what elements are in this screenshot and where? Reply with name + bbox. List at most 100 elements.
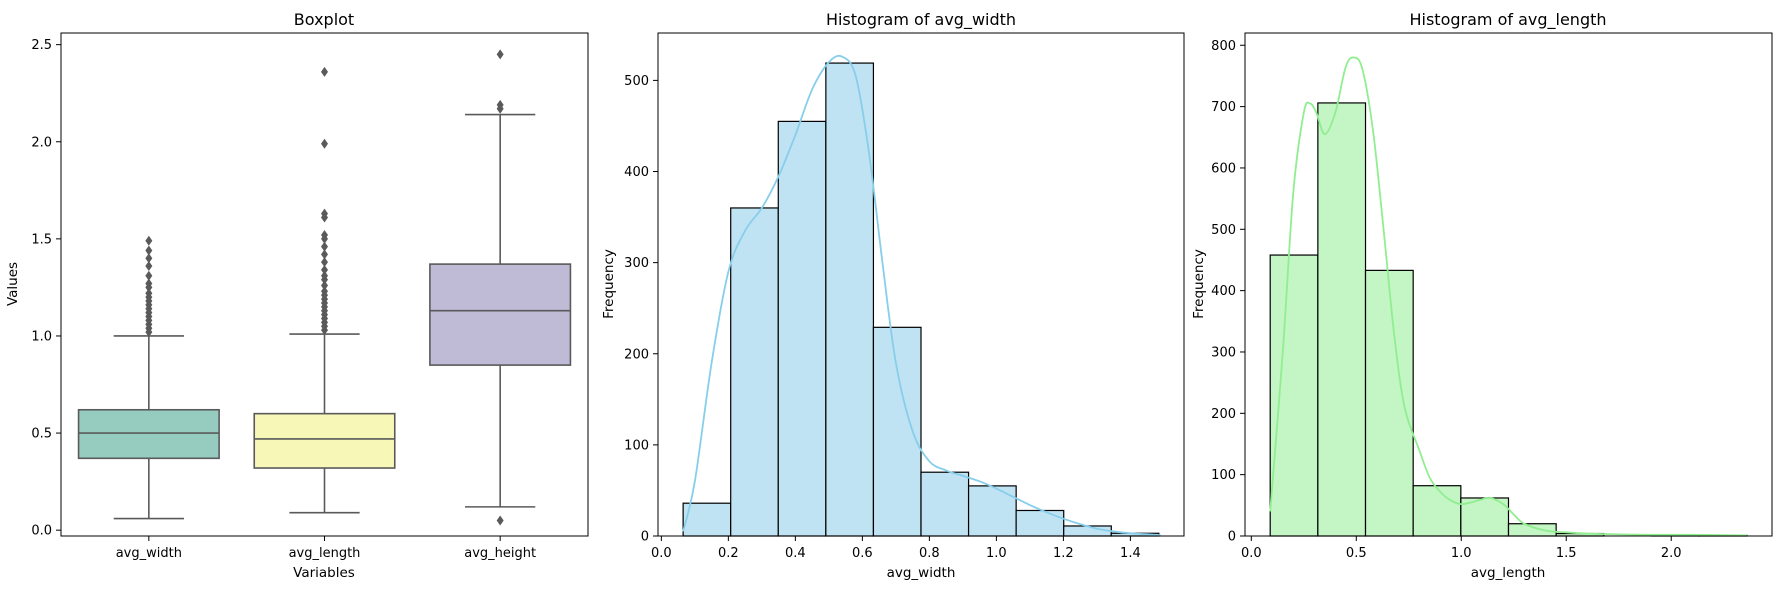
avg-length-outlier — [321, 138, 328, 149]
avg-length-outlier — [321, 66, 328, 77]
x-tick-label: 0.6 — [852, 546, 873, 561]
histogram-bar — [1063, 525, 1112, 537]
histogram-bar — [1507, 523, 1557, 537]
histogram-bar — [967, 485, 1017, 537]
y-tick-label: 800 — [1211, 39, 1236, 54]
boxplot-frame — [60, 32, 589, 537]
y-tick-label: 200 — [624, 347, 649, 362]
boxplot-y-ticks: 0.0 0.5 1.0 1.5 2.0 2.5 — [31, 38, 61, 539]
y-tick-label: 400 — [624, 165, 649, 180]
boxplot-title: Boxplot — [294, 10, 354, 29]
y-tick-label: 600 — [1211, 161, 1236, 176]
x-tick-label: 0.5 — [1346, 546, 1367, 561]
x-tick-label: 1.2 — [1053, 546, 1074, 561]
avg-width-box — [77, 408, 220, 460]
boxplot-x-label: Variables — [293, 565, 355, 581]
histogram-bar — [1317, 102, 1367, 537]
y-tick-label: 2.0 — [31, 135, 52, 150]
avg-width-outlier — [145, 278, 153, 289]
avg-height-outlier — [496, 515, 504, 526]
histogram-avg-length-panel: 0 100 200 300 400 500 600 700 800 0.0 0.5 1.0 1.5 2.… — [1191, 10, 1773, 581]
x-tick-label: 1.5 — [1556, 546, 1577, 561]
avg-width-outlier — [145, 245, 153, 256]
histogram-avg-width-y-ticks: 0 100 200 300 400 500 — [624, 74, 658, 545]
histogram-bar — [1364, 269, 1414, 537]
avg-length-outlier — [321, 270, 328, 281]
avg-length-outlier — [321, 229, 328, 240]
y-tick-label: 100 — [624, 438, 649, 453]
boxplot-x-ticks: avg_width avg_length avg_height — [116, 536, 536, 561]
y-tick-label: 0 — [641, 530, 649, 545]
histogram-avg-width-x-ticks: 0.0 0.2 0.4 0.6 0.8 1.0 1.2 1.4 — [651, 536, 1141, 561]
avg-width-outlier — [145, 288, 153, 299]
histogram-avg-length-y-ticks: 0 100 200 300 400 500 600 700 800 — [1211, 39, 1245, 545]
avg-length-outlier — [321, 286, 328, 297]
histogram-bar — [777, 120, 827, 537]
boxplot-y-label: Values — [5, 262, 21, 306]
x-tick-label: avg_width — [116, 546, 182, 561]
histogram-avg-width-title: Histogram of avg_width — [826, 10, 1016, 30]
histogram-bar — [1460, 497, 1510, 537]
histogram-avg-length-title: Histogram of avg_length — [1409, 10, 1606, 30]
avg-length-box — [253, 412, 396, 469]
y-tick-label: 300 — [624, 256, 649, 271]
avg-length-outlier — [321, 241, 328, 252]
y-tick-label: 0.0 — [31, 524, 52, 539]
histogram-avg-width-marks — [682, 54, 1161, 537]
x-tick-label: 1.4 — [1120, 546, 1141, 561]
histogram-avg-length-x-ticks: 0.0 0.5 1.0 1.5 2.0 — [1241, 536, 1682, 561]
kde-line — [1269, 56, 1747, 537]
histogram-avg-width-x-label: avg_width — [887, 565, 956, 581]
histogram-avg-length-x-label: avg_length — [1471, 565, 1546, 581]
y-tick-label: 100 — [1211, 468, 1236, 483]
avg-length-outlier — [321, 280, 328, 291]
avg-height-outlier — [496, 49, 504, 60]
y-tick-label: 1.5 — [31, 232, 52, 247]
avg-width-outlier — [145, 253, 153, 264]
histogram-avg-width-y-label: Frequency — [601, 249, 617, 319]
boxplot-marks — [77, 49, 572, 526]
avg-width-outlier — [145, 270, 153, 281]
x-tick-label: avg_height — [464, 546, 536, 561]
x-tick-label: 0.0 — [1241, 546, 1262, 561]
avg-length-outlier — [321, 208, 328, 219]
histogram-avg-length-marks — [1269, 56, 1748, 537]
histogram-bar — [1412, 485, 1462, 537]
y-tick-label: 400 — [1211, 284, 1236, 299]
y-tick-label: 0 — [1228, 530, 1236, 545]
y-tick-label: 0.5 — [31, 427, 52, 442]
histogram-bar — [920, 471, 970, 537]
avg-width-outlier — [145, 261, 153, 272]
avg-length-outlier — [321, 249, 328, 260]
histogram-bar — [872, 326, 922, 537]
x-tick-label: avg_length — [289, 546, 361, 561]
histogram-avg-length-y-label: Frequency — [1191, 249, 1207, 319]
histogram-avg-length-frame — [1244, 32, 1773, 537]
histogram-bar — [730, 207, 779, 537]
avg-height-outlier — [496, 99, 504, 110]
y-tick-label: 1.0 — [31, 329, 52, 344]
x-tick-label: 2.0 — [1661, 546, 1682, 561]
x-tick-label: 0.0 — [651, 546, 672, 561]
y-tick-label: 2.5 — [31, 38, 52, 53]
histogram-bar — [682, 502, 732, 537]
avg-height-box — [429, 263, 572, 366]
histogram-avg-width-frame — [657, 32, 1185, 537]
y-tick-label: 200 — [1211, 407, 1236, 422]
x-tick-label: 1.0 — [986, 546, 1007, 561]
y-tick-label: 700 — [1211, 100, 1236, 115]
avg-length-outlier — [321, 257, 328, 268]
histogram-bar — [1269, 254, 1319, 537]
histogram-bar — [1015, 509, 1065, 537]
x-tick-label: 0.2 — [718, 546, 739, 561]
boxplot-panel: 0.00.51.01.52.02.5 avg_width avg_length av… — [5, 10, 589, 581]
avg-width-outlier — [145, 235, 153, 246]
avg-length-outlier — [321, 264, 328, 275]
x-tick-label: 0.4 — [785, 546, 806, 561]
kde-line — [682, 54, 1161, 536]
y-tick-label: 300 — [1211, 345, 1236, 360]
x-tick-label: 0.8 — [919, 546, 940, 561]
y-tick-label: 500 — [624, 74, 649, 89]
histogram-avg-width-panel: 0 100 200 300 400 500 0.0 0.2 0.4 0.6 0.8 1.0 1.2 1.… — [601, 10, 1185, 581]
